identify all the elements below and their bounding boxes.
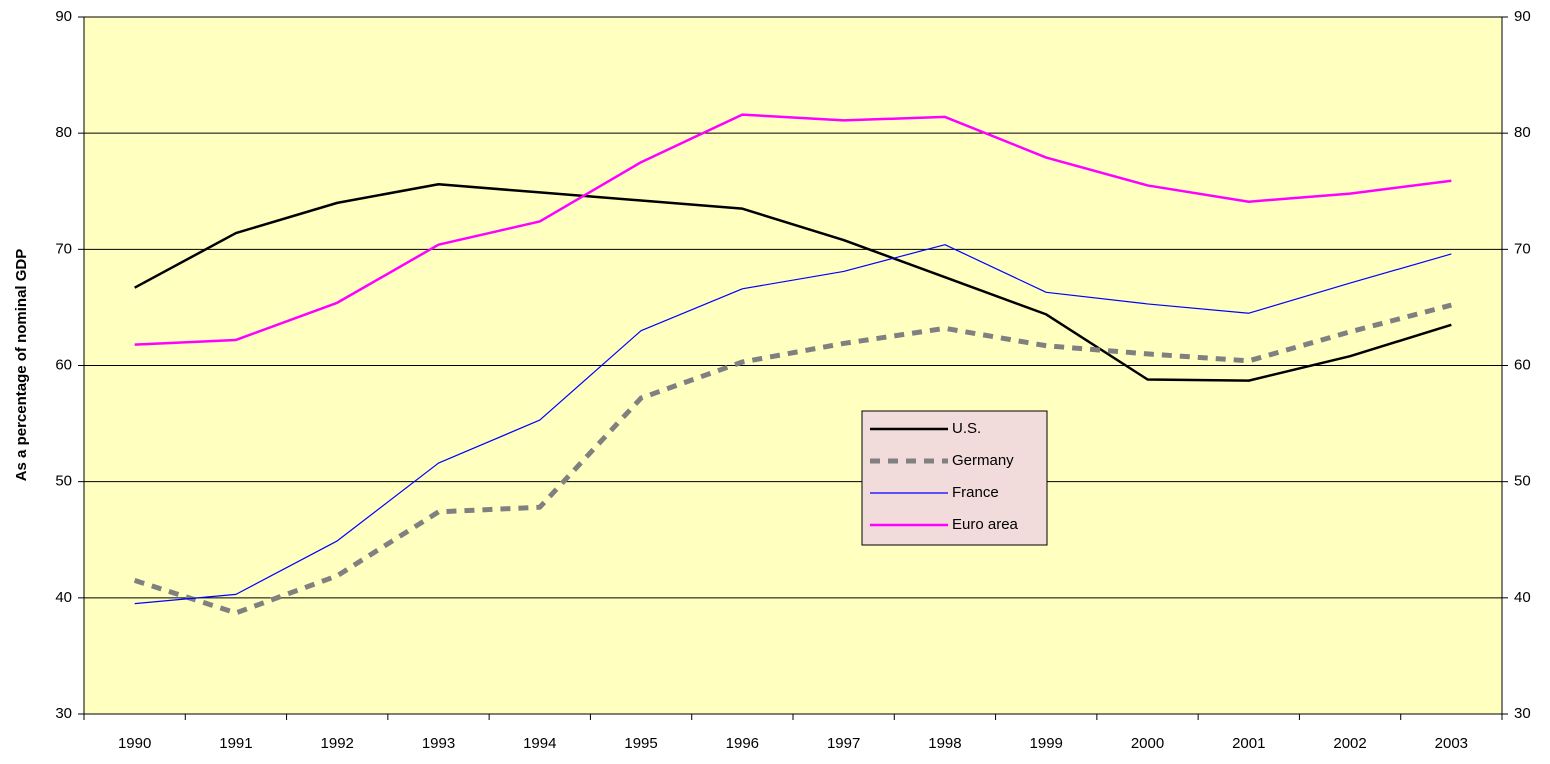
x-tick-label: 1999 bbox=[1030, 735, 1063, 752]
legend-label: France bbox=[952, 484, 999, 501]
x-tick-label: 1991 bbox=[219, 735, 252, 752]
x-tick-label: 1997 bbox=[827, 735, 860, 752]
x-tick-label: 2001 bbox=[1232, 735, 1265, 752]
legend-label: U.S. bbox=[952, 420, 981, 437]
y-tick-label: 30 bbox=[55, 705, 72, 722]
x-tick-label: 2000 bbox=[1131, 735, 1164, 752]
y2-tick-label: 80 bbox=[1514, 124, 1531, 141]
y-tick-label: 70 bbox=[55, 240, 72, 257]
legend-box bbox=[861, 410, 1048, 546]
x-tick-label: 1996 bbox=[726, 735, 759, 752]
y-tick-label: 40 bbox=[55, 589, 72, 606]
x-tick-label: 1994 bbox=[523, 735, 556, 752]
y2-tick-label: 90 bbox=[1514, 8, 1531, 25]
x-tick-label: 2003 bbox=[1435, 735, 1468, 752]
y-tick-label: 80 bbox=[55, 124, 72, 141]
y2-tick-label: 50 bbox=[1514, 473, 1531, 490]
y-tick-label: 60 bbox=[55, 356, 72, 373]
x-tick-label: 1990 bbox=[118, 735, 151, 752]
legend-label: Euro area bbox=[952, 516, 1019, 533]
x-tick-label: 2002 bbox=[1333, 735, 1366, 752]
series-line bbox=[133, 302, 1452, 616]
x-tick-label: 1992 bbox=[321, 735, 354, 752]
x-tick-label: 1995 bbox=[624, 735, 657, 752]
y-tick-label: 90 bbox=[55, 8, 72, 25]
y2-tick-label: 60 bbox=[1514, 356, 1531, 373]
x-tick-label: 1998 bbox=[928, 735, 961, 752]
x-tick-label: 1993 bbox=[422, 735, 455, 752]
legend-label: Germany bbox=[952, 452, 1014, 469]
series-line bbox=[134, 183, 1452, 382]
y2-tick-label: 70 bbox=[1514, 240, 1531, 257]
y-axis-label: As a percentage of nominal GDP bbox=[13, 249, 30, 482]
y-tick-label: 50 bbox=[55, 473, 72, 490]
y2-tick-label: 40 bbox=[1514, 589, 1531, 606]
series-line bbox=[134, 244, 1452, 605]
y2-tick-label: 30 bbox=[1514, 705, 1531, 722]
series-line bbox=[134, 113, 1452, 346]
